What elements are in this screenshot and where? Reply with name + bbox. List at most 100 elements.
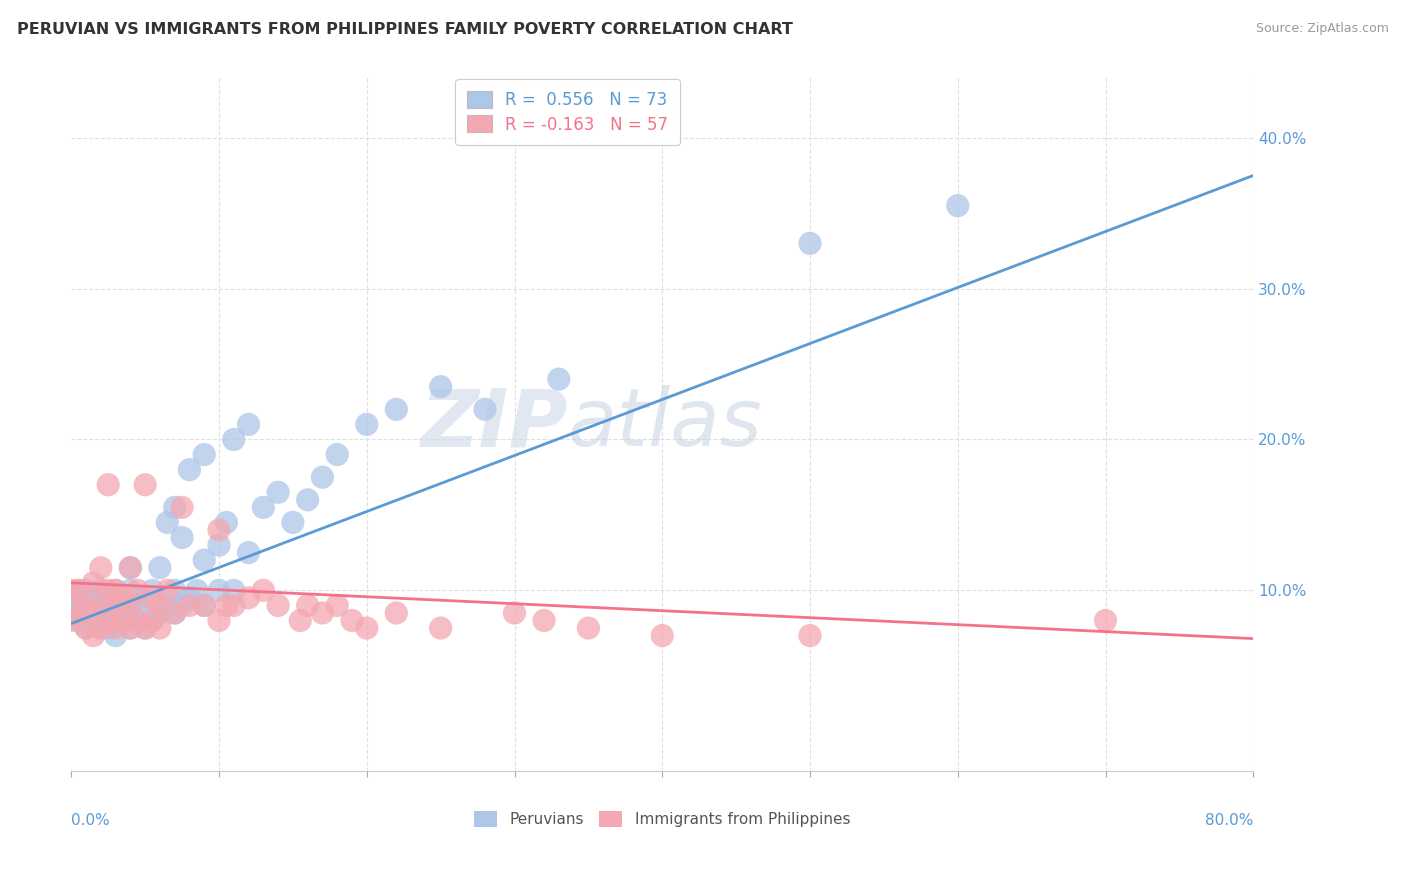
Point: [141, 614, 163, 628]
Point: [104, 599, 127, 613]
Point: [281, 516, 304, 530]
Point: [429, 380, 451, 394]
Point: [238, 591, 260, 605]
Point: [193, 553, 215, 567]
Point: [60, 583, 83, 598]
Point: [134, 591, 156, 605]
Point: [651, 629, 673, 643]
Point: [503, 606, 526, 620]
Point: [385, 606, 408, 620]
Point: [252, 583, 274, 598]
Point: [75, 606, 97, 620]
Point: [90, 621, 112, 635]
Point: [111, 614, 134, 628]
Point: [267, 599, 290, 613]
Point: [97, 621, 120, 635]
Point: [82, 629, 104, 643]
Point: [326, 599, 349, 613]
Point: [90, 599, 112, 613]
Point: [90, 599, 112, 613]
Point: [215, 599, 238, 613]
Point: [252, 500, 274, 515]
Point: [104, 629, 127, 643]
Point: [170, 531, 193, 545]
Point: [799, 629, 821, 643]
Point: [222, 583, 245, 598]
Legend: Peruvians, Immigrants from Philippines: Peruvians, Immigrants from Philippines: [468, 805, 856, 833]
Point: [474, 402, 496, 417]
Point: [97, 606, 120, 620]
Point: [429, 621, 451, 635]
Point: [104, 583, 127, 598]
Point: [163, 583, 186, 598]
Point: [156, 599, 179, 613]
Point: [127, 591, 149, 605]
Point: [67, 614, 90, 628]
Point: [156, 583, 179, 598]
Point: [104, 614, 127, 628]
Point: [222, 433, 245, 447]
Point: [208, 523, 231, 537]
Point: [97, 614, 120, 628]
Point: [111, 599, 134, 613]
Point: [163, 606, 186, 620]
Point: [547, 372, 569, 386]
Point: [141, 614, 163, 628]
Point: [104, 599, 127, 613]
Text: atlas: atlas: [568, 385, 762, 464]
Point: [127, 614, 149, 628]
Point: [120, 621, 142, 635]
Point: [186, 583, 208, 598]
Point: [82, 591, 104, 605]
Point: [170, 599, 193, 613]
Point: [141, 591, 163, 605]
Point: [149, 621, 172, 635]
Point: [163, 606, 186, 620]
Point: [1094, 614, 1116, 628]
Point: [297, 492, 319, 507]
Point: [82, 614, 104, 628]
Point: [179, 599, 201, 613]
Point: [120, 621, 142, 635]
Point: [356, 621, 378, 635]
Point: [340, 614, 363, 628]
Point: [222, 599, 245, 613]
Point: [127, 614, 149, 628]
Point: [208, 614, 231, 628]
Point: [90, 583, 112, 598]
Point: [75, 599, 97, 613]
Point: [104, 606, 127, 620]
Point: [67, 583, 90, 598]
Point: [156, 516, 179, 530]
Point: [75, 621, 97, 635]
Point: [134, 606, 156, 620]
Point: [134, 621, 156, 635]
Point: [60, 606, 83, 620]
Point: [946, 199, 969, 213]
Point: [75, 621, 97, 635]
Point: [193, 599, 215, 613]
Point: [290, 614, 312, 628]
Point: [193, 599, 215, 613]
Point: [134, 621, 156, 635]
Point: [67, 606, 90, 620]
Text: Source: ZipAtlas.com: Source: ZipAtlas.com: [1256, 22, 1389, 36]
Point: [120, 599, 142, 613]
Point: [533, 614, 555, 628]
Point: [170, 500, 193, 515]
Point: [120, 599, 142, 613]
Point: [82, 606, 104, 620]
Text: ZIP: ZIP: [420, 385, 568, 464]
Point: [179, 463, 201, 477]
Point: [60, 599, 83, 613]
Point: [356, 417, 378, 432]
Point: [311, 470, 333, 484]
Point: [208, 538, 231, 552]
Point: [799, 236, 821, 251]
Point: [179, 591, 201, 605]
Point: [238, 546, 260, 560]
Point: [75, 583, 97, 598]
Point: [82, 575, 104, 590]
Text: 80.0%: 80.0%: [1205, 813, 1253, 828]
Point: [97, 583, 120, 598]
